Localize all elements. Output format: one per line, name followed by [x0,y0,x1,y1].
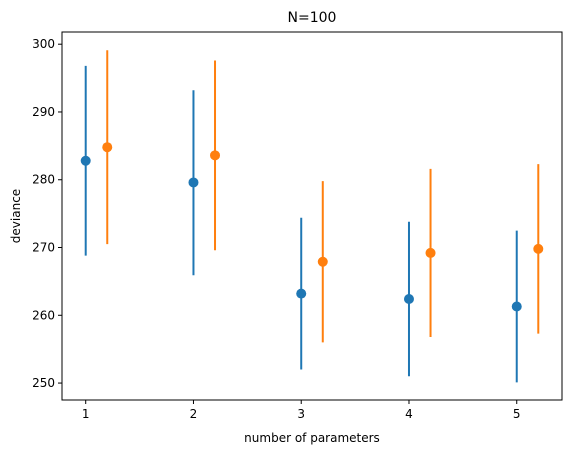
plot-marks [80,50,544,383]
x-tick-label-3: 3 [297,407,305,421]
axis-ticks: 1 2 3 4 5 250 260 270 280 290 300 [32,37,520,421]
point-series-2-x4 [425,247,436,258]
x-tick-label-5: 5 [513,407,521,421]
point-series-1-x2 [188,177,199,188]
point-series-2-x5 [533,243,544,254]
y-axis-label: deviance [9,189,23,243]
point-series-1-x1 [80,155,91,166]
point-series-1-x4 [403,294,414,305]
y-tick-label-290: 290 [32,105,55,119]
y-tick-label-270: 270 [32,241,55,255]
x-axis-label: number of parameters [244,431,380,445]
x-tick-label-2: 2 [190,407,198,421]
chart-title: N=100 [288,10,337,26]
y-tick-label-300: 300 [32,37,55,51]
y-tick-label-250: 250 [32,376,55,390]
x-tick-label-1: 1 [82,407,90,421]
point-series-1-x3 [296,288,307,299]
point-series-2-x2 [210,150,221,161]
x-tick-label-4: 4 [405,407,413,421]
y-tick-label-260: 260 [32,308,55,322]
y-tick-label-280: 280 [32,173,55,187]
point-series-2-x1 [102,142,113,153]
point-series-2-x3 [317,256,328,267]
series-1 [80,65,522,383]
series-2 [102,50,544,343]
plot-frame [61,31,563,401]
point-series-1-x5 [511,301,522,312]
